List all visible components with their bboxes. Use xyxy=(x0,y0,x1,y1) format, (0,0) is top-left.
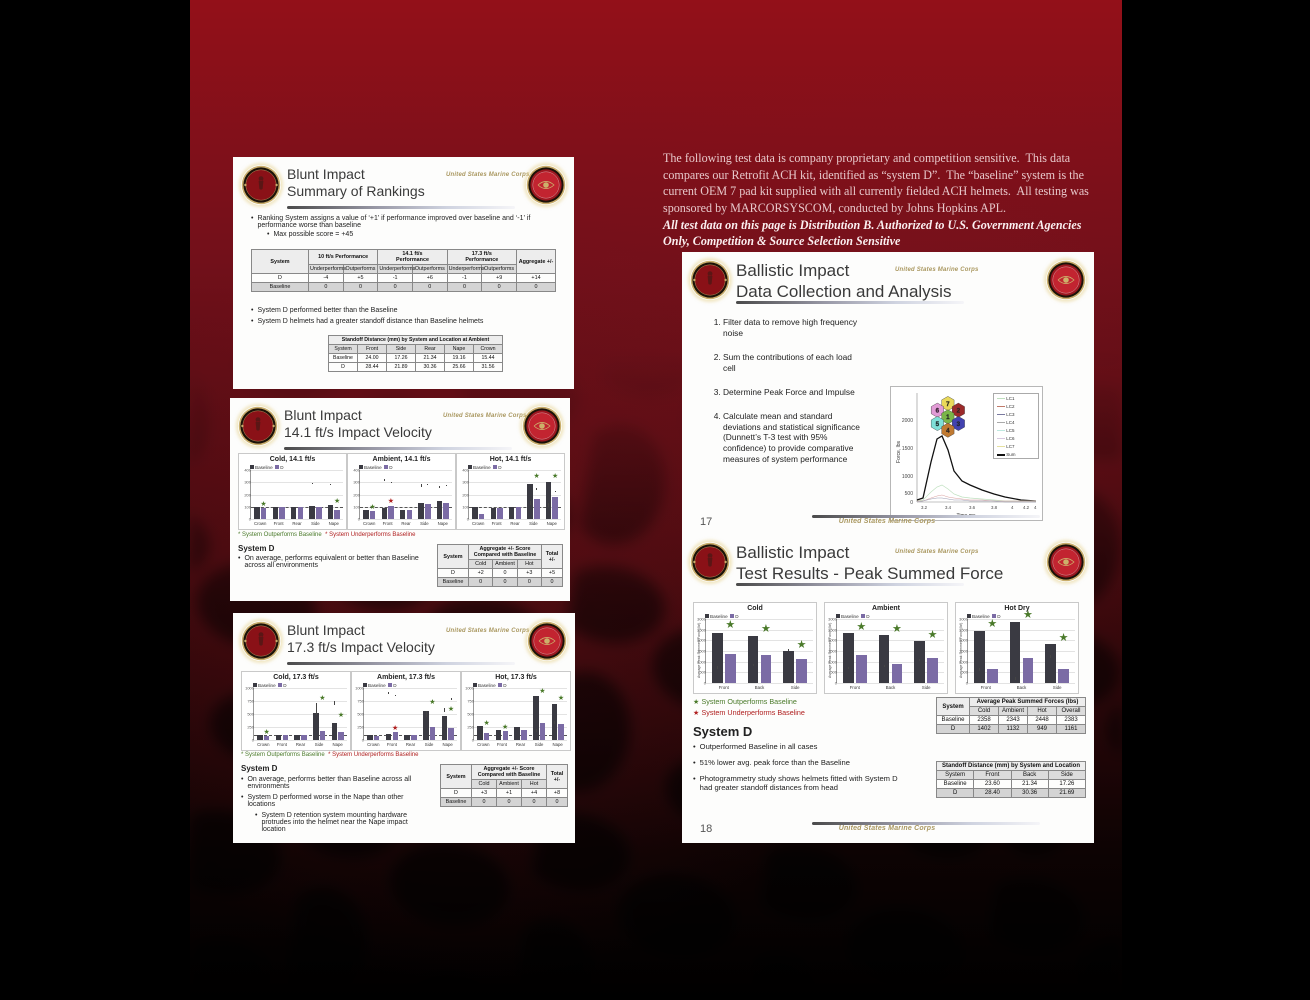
svg-text:1: 1 xyxy=(946,414,950,421)
svg-text:1000: 1000 xyxy=(902,474,913,480)
svg-text:4: 4 xyxy=(1011,505,1014,510)
svg-text:4.2: 4.2 xyxy=(1023,505,1030,510)
svg-text:500: 500 xyxy=(905,491,914,497)
svg-text:Force, lbs: Force, lbs xyxy=(896,441,902,463)
svg-text:1500: 1500 xyxy=(902,446,913,452)
svg-text:3.6: 3.6 xyxy=(969,505,976,510)
svg-text:3.2: 3.2 xyxy=(921,505,928,510)
svg-text:4: 4 xyxy=(1034,505,1037,510)
svg-text:2: 2 xyxy=(957,408,961,415)
svg-text:3.4: 3.4 xyxy=(945,505,952,510)
svg-text:5: 5 xyxy=(936,421,940,428)
svg-text:6: 6 xyxy=(936,408,940,415)
svg-text:3: 3 xyxy=(957,421,961,428)
svg-text:4: 4 xyxy=(946,428,950,435)
svg-text:0: 0 xyxy=(910,500,913,506)
svg-text:7: 7 xyxy=(946,401,950,408)
svg-text:3.8: 3.8 xyxy=(991,505,998,510)
svg-text:2000: 2000 xyxy=(902,418,913,424)
